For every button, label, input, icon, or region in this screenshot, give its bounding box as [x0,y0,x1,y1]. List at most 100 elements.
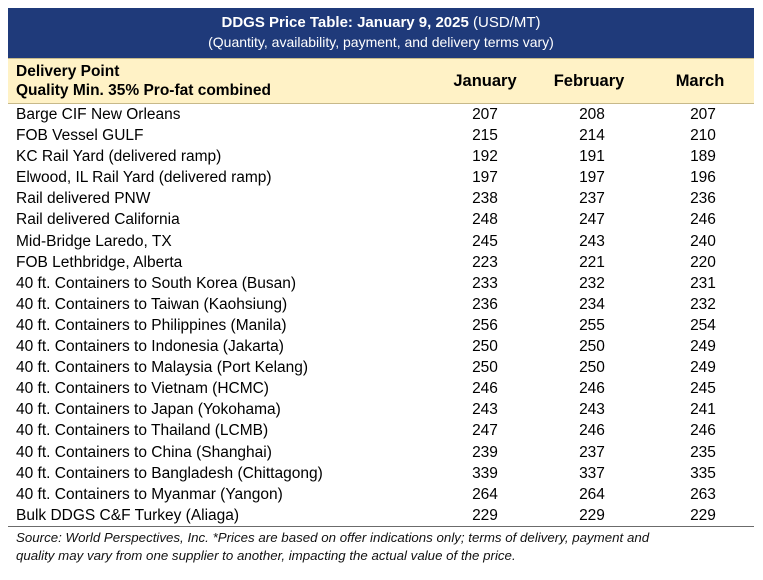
march-price-cell: 246 [690,422,716,440]
delivery-point-cell: Elwood, IL Rail Yard (delivered ramp) [16,169,272,187]
footnote-line-2: quality may vary from one supplier to an… [16,547,516,563]
delivery-point-cell: 40 ft. Containers to Taiwan (Kaohsiung) [16,295,288,313]
january-price-cell: 250 [472,359,498,377]
march-price-cell: 196 [690,169,716,187]
table-header: Delivery Point Quality Min. 35% Pro-fat … [8,58,754,104]
february-price-cell: 221 [579,253,605,271]
february-price-cell: 246 [579,380,605,398]
table-row: Rail delivered California 248 247 246 [8,209,762,230]
february-price-cell: 264 [579,485,605,503]
february-price-cell: 232 [579,274,605,292]
price-rows: Barge CIF New Orleans 207 208 207 FOB Vessel… [8,104,762,526]
march-price-cell: 246 [690,211,716,229]
january-price-cell: 229 [472,506,498,524]
table-row: Rail delivered PNW 238 237 236 [8,188,762,209]
table-title-bold: DDGS Price Table: January 9, 2025 [221,14,469,31]
table-row: 40 ft. Containers to Malaysia (Port Kela… [8,357,762,378]
january-price-cell: 236 [472,295,498,313]
january-price-cell: 233 [472,274,498,292]
delivery-point-cell: 40 ft. Containers to Malaysia (Port Kela… [16,359,309,377]
march-price-cell: 207 [690,106,716,123]
january-price-cell: 246 [472,380,498,398]
march-price-cell: 235 [690,443,716,461]
february-price-cell: 214 [579,127,605,145]
delivery-point-cell: 40 ft. Containers to Indonesia (Jakarta) [16,338,284,356]
delivery-point-cell: 40 ft. Containers to Vietnam (HCMC) [16,380,269,398]
table-title-bar: DDGS Price Table: January 9, 2025 (USD/M… [8,8,754,58]
header-quality-label: Quality Min. 35% Pro-fat combined [16,82,271,99]
delivery-point-cell: KC Rail Yard (delivered ramp) [16,148,222,166]
february-price-cell: 191 [579,148,605,166]
delivery-point-cell: 40 ft. Containers to Thailand (LCMB) [16,422,269,440]
delivery-point-cell: 40 ft. Containers to Bangladesh (Chittag… [16,464,323,482]
february-price-cell: 255 [579,316,605,334]
january-price-cell: 248 [472,211,498,229]
march-price-cell: 263 [690,485,716,503]
header-delivery-point: Delivery Point Quality Min. 35% Pro-fat … [16,62,271,100]
february-price-cell: 237 [579,443,605,461]
january-price-cell: 243 [472,401,498,419]
source-footnote: Source: World Perspectives, Inc. *Prices… [8,527,754,565]
february-price-cell: 337 [579,464,605,482]
table-row: FOB Vessel GULF 215 214 210 [8,125,762,146]
price-table-container: DDGS Price Table: January 9, 2025 (USD/M… [8,8,754,565]
january-price-cell: 264 [472,485,498,503]
february-price-cell: 246 [579,422,605,440]
march-price-cell: 210 [690,127,716,145]
table-row: 40 ft. Containers to Taiwan (Kaohsiung) 2… [8,294,762,315]
january-price-cell: 223 [472,253,498,271]
table-row: 40 ft. Containers to South Korea (Busan)… [8,273,762,294]
march-price-cell: 240 [690,232,716,250]
table-row: Elwood, IL Rail Yard (delivered ramp) 197… [8,167,762,188]
table-row: 40 ft. Containers to Myanmar (Yangon) 264… [8,484,762,505]
february-price-cell: 208 [579,106,605,123]
table-row: 40 ft. Containers to Indonesia (Jakarta)… [8,336,762,357]
delivery-point-cell: Mid-Bridge Laredo, TX [16,232,172,250]
table-row: Barge CIF New Orleans 207 208 207 [8,104,762,125]
table-row: Mid-Bridge Laredo, TX 245 243 240 [8,231,762,252]
delivery-point-cell: FOB Lethbridge, Alberta [16,253,183,271]
january-price-cell: 207 [472,106,498,123]
table-row: 40 ft. Containers to China (Shanghai) 239… [8,442,762,463]
march-price-cell: 249 [690,359,716,377]
delivery-point-cell: 40 ft. Containers to Myanmar (Yangon) [16,485,283,503]
table-row: KC Rail Yard (delivered ramp) 192 191 189 [8,146,762,167]
march-price-cell: 254 [690,316,716,334]
january-price-cell: 239 [472,443,498,461]
february-price-cell: 234 [579,295,605,313]
table-title-unit: (USD/MT) [468,14,541,31]
march-price-cell: 189 [690,148,716,166]
header-delivery-point-label: Delivery Point [16,63,120,80]
table-row: 40 ft. Containers to Vietnam (HCMC) 246 24… [8,378,762,399]
table-body: Barge CIF New Orleans 207 208 207 FOB Vessel… [8,104,754,527]
january-price-cell: 215 [472,127,498,145]
february-price-cell: 243 [579,232,605,250]
january-price-cell: 197 [472,169,498,187]
delivery-point-cell: 40 ft. Containers to Japan (Yokohama) [16,401,281,419]
march-price-cell: 229 [690,506,716,524]
table-title: DDGS Price Table: January 9, 2025 (USD/M… [8,13,754,33]
january-price-cell: 247 [472,422,498,440]
january-price-cell: 238 [472,190,498,208]
header-march: March [675,72,725,90]
march-price-cell: 241 [690,401,716,419]
delivery-point-cell: Barge CIF New Orleans [16,106,181,123]
february-price-cell: 247 [579,211,605,229]
march-price-cell: 245 [690,380,716,398]
january-price-cell: 250 [472,338,498,356]
table-subtitle: (Quantity, availability, payment, and de… [208,34,554,50]
march-price-cell: 220 [690,253,716,271]
table-row: 40 ft. Containers to Japan (Yokohama) 243… [8,399,762,420]
february-price-cell: 197 [579,169,605,187]
january-price-cell: 256 [472,316,498,334]
march-price-cell: 335 [690,464,716,482]
march-price-cell: 232 [690,295,716,313]
table-row: 40 ft. Containers to Bangladesh (Chittag… [8,463,762,484]
february-price-cell: 237 [579,190,605,208]
march-price-cell: 249 [690,338,716,356]
february-price-cell: 243 [579,401,605,419]
delivery-point-cell: Bulk DDGS C&F Turkey (Aliaga) [16,506,240,524]
february-price-cell: 229 [579,506,605,524]
delivery-point-cell: 40 ft. Containers to Philippines (Manila… [16,316,287,334]
price-table: Barge CIF New Orleans 207 208 207 FOB Vessel… [8,104,762,526]
